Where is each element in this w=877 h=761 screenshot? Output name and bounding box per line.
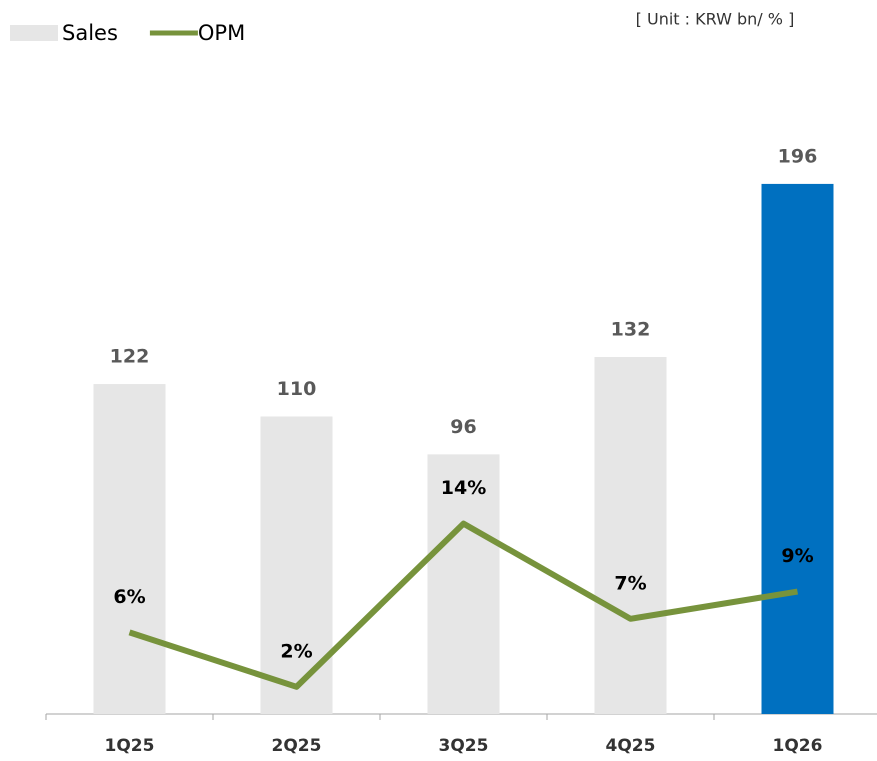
bar-label: 132 xyxy=(611,319,651,341)
legend-label: OPM xyxy=(198,21,245,45)
bar-label: 110 xyxy=(277,378,317,400)
line xyxy=(128,520,798,690)
x-tick-label: 4Q25 xyxy=(606,736,656,756)
x-tick-label: 1Q25 xyxy=(105,736,155,756)
line-label: 9% xyxy=(781,545,813,567)
unit-note: [ Unit : KRW bn/ % ] xyxy=(636,10,795,29)
line-label: 14% xyxy=(441,477,486,499)
bar-label: 196 xyxy=(778,145,818,167)
legend-swatch xyxy=(10,25,58,41)
x-tick-label: 2Q25 xyxy=(272,736,322,756)
x-tick-label: 1Q26 xyxy=(773,736,823,756)
line-label: 6% xyxy=(113,586,145,608)
bar xyxy=(427,454,500,714)
bar xyxy=(93,384,166,714)
bar-label: 122 xyxy=(110,346,150,368)
bar xyxy=(761,183,834,715)
legend-label: Sales xyxy=(62,21,118,45)
x-tick-label: 3Q25 xyxy=(439,736,489,756)
bar xyxy=(260,416,333,714)
bar-label: 96 xyxy=(450,416,476,438)
line-label: 7% xyxy=(614,572,646,594)
line-label: 2% xyxy=(280,640,312,662)
bar xyxy=(594,357,667,714)
